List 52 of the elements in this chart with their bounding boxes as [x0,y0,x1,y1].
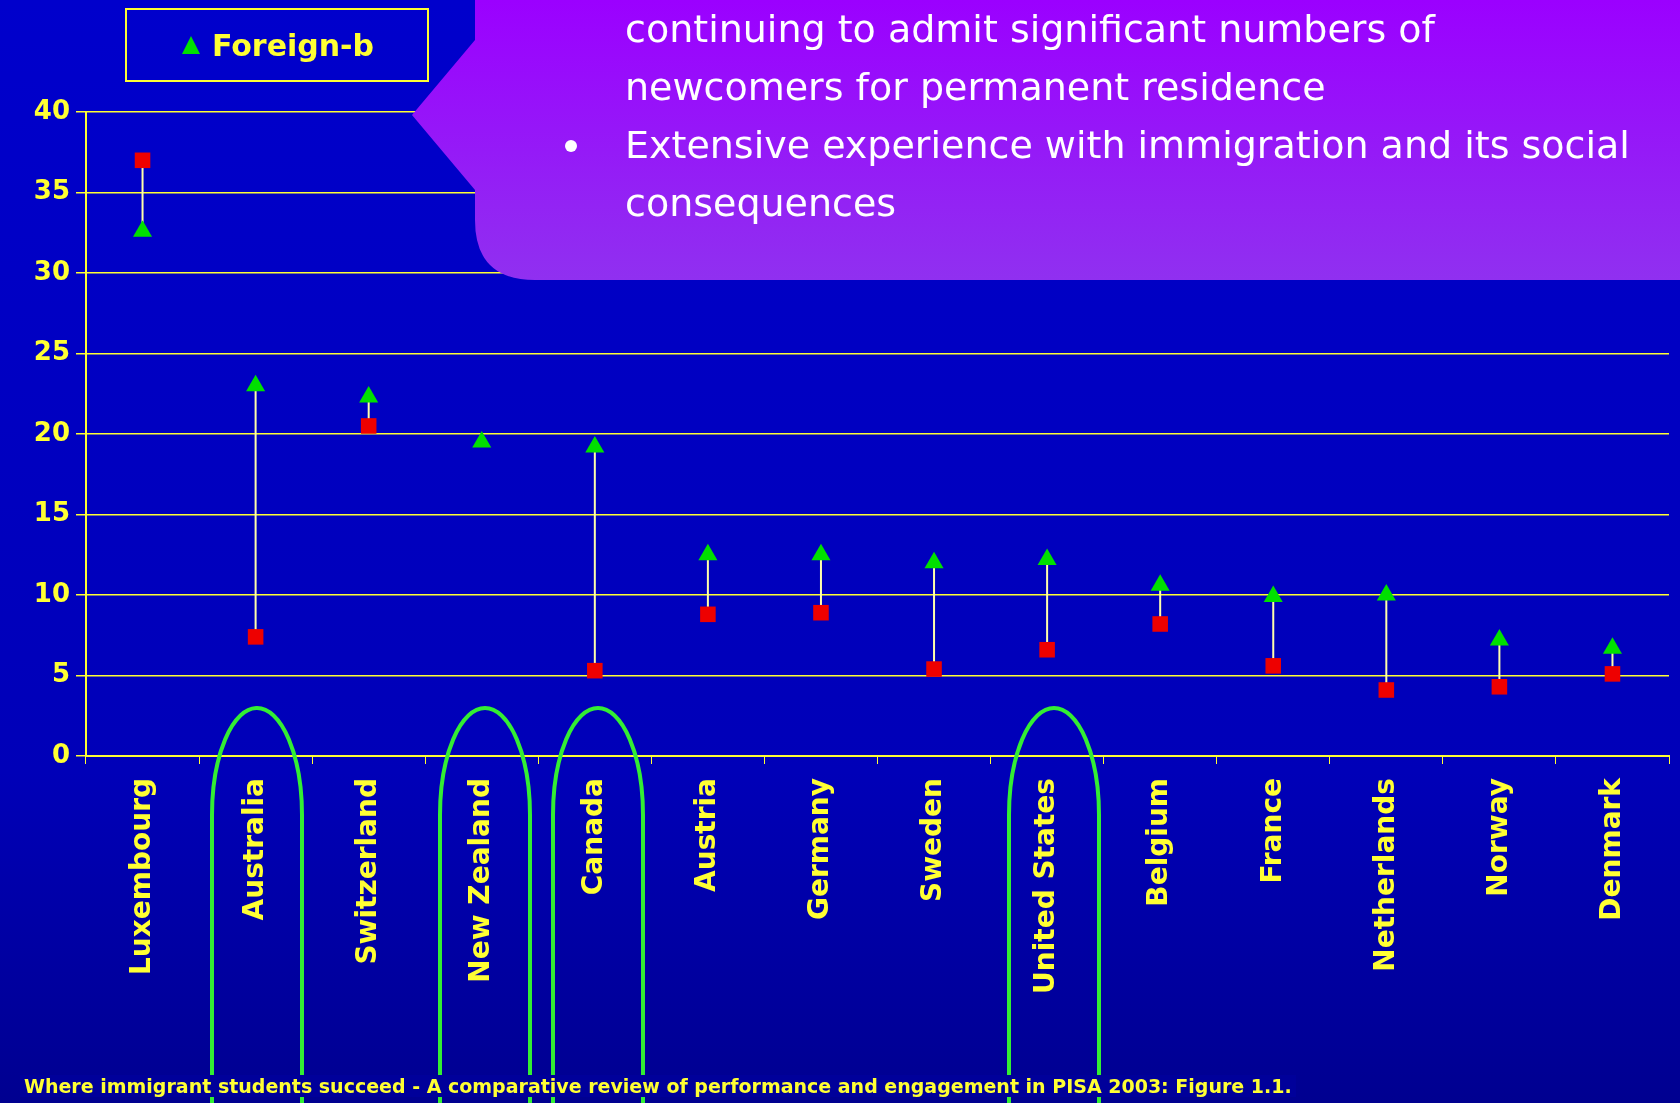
y-tick-label: 15 [33,497,70,528]
y-tick-label: 10 [33,577,70,608]
point [926,661,942,677]
point [1376,584,1396,601]
x-tick-label: New Zealand [463,778,497,983]
x-tick-label: Belgium [1141,778,1175,907]
point [1378,682,1395,698]
point [1602,637,1622,654]
y-tick-label: 30 [33,255,70,286]
y-tick-label: 5 [51,658,70,689]
point [1489,629,1509,646]
x-tick-label: Denmark [1593,776,1627,921]
point [1150,574,1170,591]
point [813,604,829,621]
x-tick-label: Netherlands [1367,778,1401,972]
legend-label: Foreign-b [211,27,375,63]
text: Where immigrant students succeed - A comparative review of performance and engagement in PISA 2003: Figure 1.1. [20,1075,1296,1097]
point [1263,585,1283,603]
x-tick-label: France [1254,778,1288,884]
x-tick-label: Germany [802,778,836,921]
x-tick-label: Canada [576,778,610,896]
y-tick-label: 20 [33,416,70,447]
point [133,220,153,237]
x-tick-label: Australia [236,778,270,921]
x-tick-label: Luxembourg [123,778,157,976]
x-tick-label: Austria [689,778,723,892]
point [472,431,492,448]
point [1265,658,1282,674]
y-tick-label: 35 [33,175,70,206]
point [587,662,603,679]
y-tick-label: 0 [51,738,70,769]
point [246,374,266,392]
point [1039,641,1055,658]
point [811,543,831,561]
point [700,606,716,623]
x-tick-label: Norway [1480,778,1514,897]
y-tick-label: 25 [33,336,70,367]
x-tick-label: United States [1028,778,1062,994]
point [1604,666,1621,682]
x-tick-label: Sweden [915,778,949,902]
point [698,543,718,561]
x-tick-label: Switzerland [349,778,383,965]
point [924,551,944,569]
point [1037,548,1057,566]
point [585,435,605,453]
point [359,385,379,403]
point [1491,678,1508,695]
text: continuing to admit significant numbers of newcomers for permanent residence [625,7,1435,109]
y-tick-label: 40 [33,94,70,125]
point [247,629,264,645]
annotation: Extensive experience with immigration and its social consequences [625,123,1630,225]
point [1152,616,1168,632]
